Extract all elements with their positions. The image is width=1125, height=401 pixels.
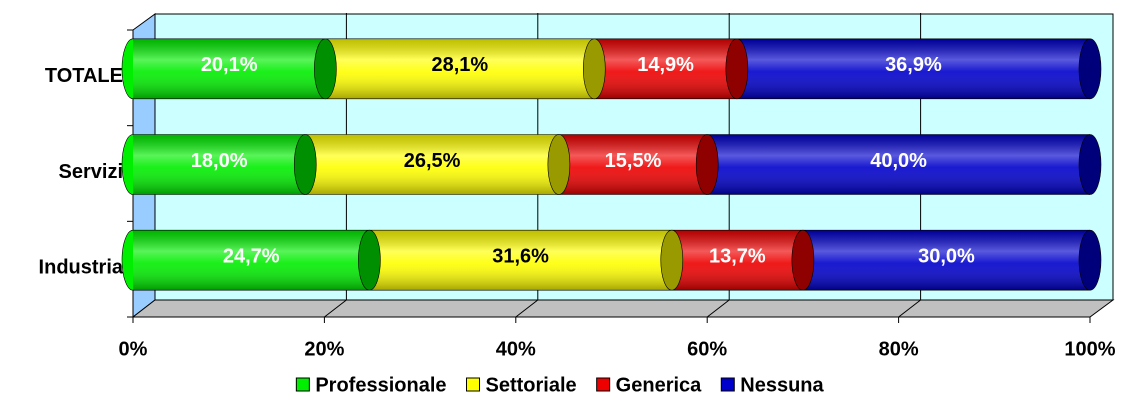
bar-cap [1078, 134, 1102, 195]
bar-cap [1078, 38, 1102, 100]
bar-shade [305, 134, 559, 195]
bar-shade [325, 38, 595, 99]
x-tick-label: 0% [119, 338, 148, 360]
legend-swatch [720, 377, 735, 392]
legend-label: Professionale [315, 374, 446, 396]
bar-cap [293, 134, 317, 195]
bar-cap [695, 134, 719, 195]
grid-line [515, 299, 539, 318]
legend-swatch [466, 377, 481, 392]
y-tick-label: Industria [39, 256, 124, 278]
bar-cap [582, 38, 606, 100]
grid-line [706, 299, 730, 318]
bar-cap [314, 38, 337, 100]
grid-line [324, 299, 347, 318]
bar-shade [133, 134, 306, 195]
bar-shade [594, 38, 737, 99]
data-label: 40,0% [870, 150, 927, 172]
x-tick-label: 40% [496, 338, 536, 360]
bar-cap [358, 229, 381, 291]
grid-line [898, 299, 921, 318]
data-label: 36,9% [885, 54, 942, 76]
data-label: 30,0% [918, 245, 975, 267]
legend-swatch [596, 377, 611, 392]
bar-cap [121, 38, 134, 100]
bar-cap [547, 134, 571, 195]
x-tick-label: 60% [687, 338, 727, 360]
legend-swatch [295, 377, 310, 392]
data-label: 31,6% [492, 245, 549, 267]
data-label: 14,9% [637, 54, 694, 76]
bar-shade [558, 134, 708, 195]
bar-shade [671, 230, 803, 291]
legend-label: Settoriale [486, 374, 577, 396]
data-label: 24,7% [223, 245, 280, 267]
bar-cap [791, 229, 815, 291]
y-tick-label: Servizi [59, 161, 123, 183]
data-label: 18,0% [191, 150, 248, 172]
x-tick-label: 100% [1064, 338, 1115, 360]
data-label: 28,1% [431, 54, 488, 76]
floor [131, 299, 1115, 318]
bar-cap [660, 229, 684, 291]
legend-label: Nessuna [740, 374, 824, 396]
bar-shade [133, 38, 326, 99]
bar-cap [725, 38, 749, 100]
bar-shade [736, 38, 1090, 99]
bar-shade [369, 230, 672, 291]
data-label: 13,7% [709, 245, 766, 267]
x-tick-label: 20% [304, 338, 344, 360]
legend-label: Generica [616, 374, 702, 396]
y-tick-label: TOTALE [45, 65, 123, 87]
data-label: 20,1% [201, 54, 258, 76]
data-label: 26,5% [404, 150, 461, 172]
data-label: 15,5% [605, 150, 662, 172]
bar-shade [802, 230, 1090, 291]
bar-cap [121, 134, 134, 195]
bar-cap [121, 229, 134, 291]
bar-shade [133, 230, 370, 291]
bar-shade [707, 134, 1090, 195]
bar-cap [1078, 229, 1102, 291]
x-tick-label: 80% [879, 338, 919, 360]
